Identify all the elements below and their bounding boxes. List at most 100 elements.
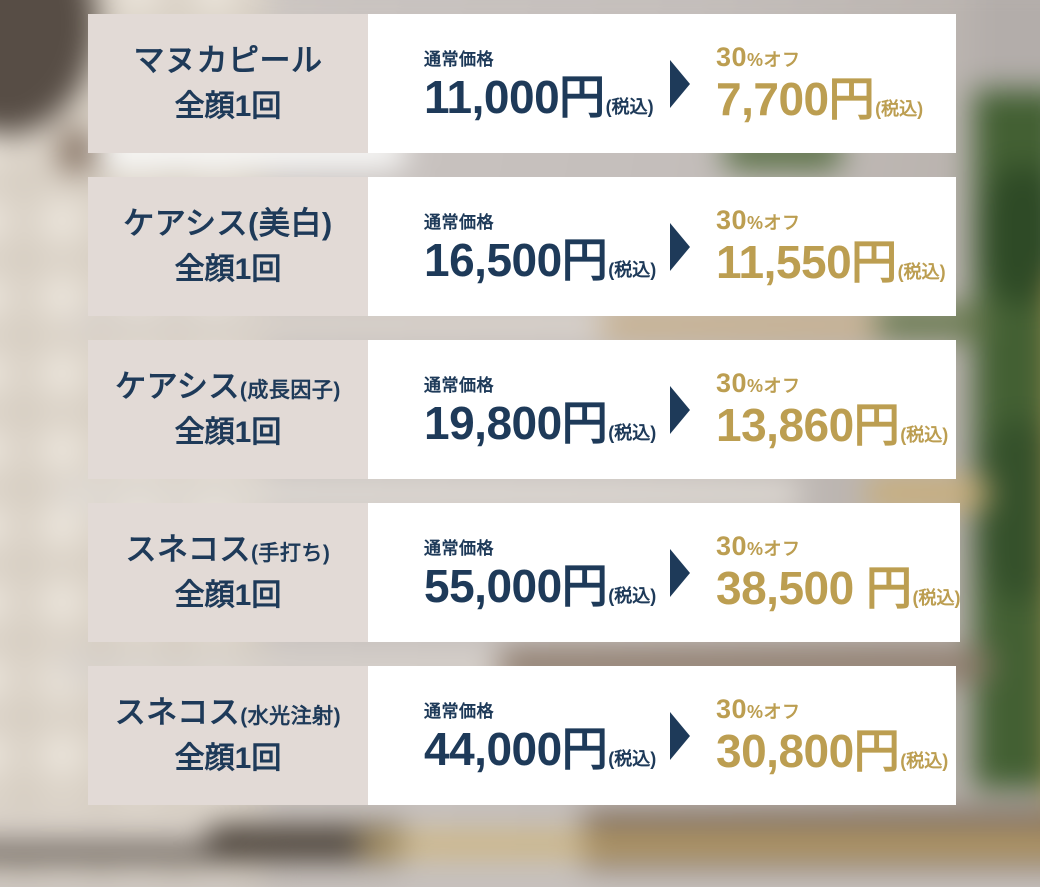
counter-gold-trim bbox=[361, 835, 1040, 853]
sale-price: 11,550円(税込) bbox=[716, 238, 946, 286]
discount-price-block: 30%オフ 38,500 円(税込) bbox=[716, 530, 960, 612]
treatment-unit: 全顔1回 bbox=[174, 89, 282, 123]
treatment-name-main: ケアシス(美白) bbox=[123, 206, 333, 242]
sale-price-value: 13,860円 bbox=[716, 398, 900, 451]
discount-rate-suffix: %オフ bbox=[747, 212, 801, 233]
regular-price-block: 通常価格 16,500円(税込) bbox=[424, 208, 656, 284]
regular-price: 19,800円(税込) bbox=[424, 399, 656, 447]
tax-note: (税込) bbox=[897, 261, 946, 282]
treatment-name: スネコス(手打ち) bbox=[126, 530, 331, 570]
regular-price: 44,000円(税込) bbox=[424, 725, 656, 773]
tax-note: (税込) bbox=[608, 260, 657, 281]
treatment-label: マヌカピール 全顔1回 bbox=[88, 14, 368, 153]
regular-price-block: 通常価格 19,800円(税込) bbox=[424, 371, 656, 447]
sale-price-value: 30,800円 bbox=[716, 724, 900, 777]
discount-rate-value: 30 bbox=[716, 530, 748, 561]
regular-price-value: 11,000円 bbox=[424, 71, 605, 124]
price-row: ケアシス(成長因子) 全顔1回 通常価格 19,800円(税込) 30%オフ 1… bbox=[88, 340, 956, 479]
discount-rate-value: 30 bbox=[716, 693, 748, 724]
regular-price: 16,500円(税込) bbox=[424, 236, 656, 284]
sale-price: 13,860円(税込) bbox=[716, 401, 948, 449]
regular-price-value: 19,800円 bbox=[424, 397, 608, 450]
treatment-unit: 全顔1回 bbox=[174, 578, 282, 612]
treatment-name-main: マヌカピール bbox=[133, 43, 323, 79]
price-table: マヌカピール 全顔1回 通常価格 11,000円(税込) 30%オフ 7,700… bbox=[88, 14, 961, 829]
sale-price: 30,800円(税込) bbox=[716, 727, 948, 775]
plant-wall-shade bbox=[984, 165, 1040, 304]
tax-note: (税込) bbox=[608, 586, 657, 607]
regular-price-block: 通常価格 11,000円(税込) bbox=[424, 45, 656, 121]
sale-price-value: 38,500 円 bbox=[716, 561, 912, 614]
discount-rate-value: 30 bbox=[716, 367, 748, 398]
regular-price: 55,000円(税込) bbox=[424, 562, 656, 610]
counter-shadow bbox=[0, 846, 224, 862]
price-panel: 通常価格 16,500円(税込) 30%オフ 11,550円(税込) bbox=[368, 177, 956, 316]
treatment-label: スネコス(水光注射) 全顔1回 bbox=[88, 666, 368, 805]
treatment-name-main: ケアシス bbox=[115, 369, 240, 405]
tax-note: (税込) bbox=[900, 750, 949, 771]
tax-note: (税込) bbox=[912, 587, 961, 608]
regular-price-label: 通常価格 bbox=[424, 376, 494, 396]
treatment-name-note: (水光注射) bbox=[240, 705, 342, 729]
treatment-name-note: (成長因子) bbox=[239, 379, 341, 403]
regular-price-value: 44,000円 bbox=[424, 723, 608, 776]
treatment-name-main: スネコス bbox=[114, 695, 241, 731]
sale-price: 38,500 円(税込) bbox=[716, 564, 960, 612]
discount-rate-suffix: %オフ bbox=[747, 375, 801, 396]
arrow-right-icon bbox=[670, 548, 690, 597]
treatment-unit: 全顔1回 bbox=[174, 741, 282, 775]
treatment-unit: 全顔1回 bbox=[174, 252, 282, 286]
treatment-label: スネコス(手打ち) 全顔1回 bbox=[88, 503, 368, 642]
treatment-name: ケアシス(美白) bbox=[123, 204, 332, 244]
price-panel: 通常価格 55,000円(税込) 30%オフ 38,500 円(税込) bbox=[368, 503, 961, 642]
regular-price-value: 16,500円 bbox=[424, 234, 608, 287]
discount-rate: 30%オフ bbox=[716, 367, 948, 398]
tax-note: (税込) bbox=[608, 423, 657, 444]
discount-rate-suffix: %オフ bbox=[747, 538, 801, 559]
treatment-label: ケアシス(美白) 全顔1回 bbox=[88, 177, 368, 316]
price-panel: 通常価格 11,000円(税込) 30%オフ 7,700円(税込) bbox=[368, 14, 956, 153]
discount-price-block: 30%オフ 11,550円(税込) bbox=[716, 204, 946, 286]
price-row: ケアシス(美白) 全顔1回 通常価格 16,500円(税込) 30%オフ 11,… bbox=[88, 177, 956, 316]
regular-price-block: 通常価格 55,000円(税込) bbox=[424, 534, 656, 610]
treatment-name: ケアシス(成長因子) bbox=[115, 367, 341, 407]
price-row: スネコス(手打ち) 全顔1回 通常価格 55,000円(税込) 30%オフ 38… bbox=[88, 503, 961, 642]
discount-rate: 30%オフ bbox=[716, 204, 946, 235]
sale-price: 7,700円(税込) bbox=[716, 75, 923, 123]
regular-price-value: 55,000円 bbox=[424, 560, 608, 613]
discount-price-block: 30%オフ 7,700円(税込) bbox=[716, 41, 923, 123]
arrow-right-icon bbox=[670, 222, 690, 271]
discount-rate-value: 30 bbox=[716, 204, 748, 235]
discount-price-block: 30%オフ 13,860円(税込) bbox=[716, 367, 948, 449]
tax-note: (税込) bbox=[608, 749, 657, 770]
price-panel: 通常価格 44,000円(税込) 30%オフ 30,800円(税込) bbox=[368, 666, 956, 805]
arrow-right-icon bbox=[670, 711, 690, 760]
arrow-right-icon bbox=[670, 385, 690, 434]
treatment-name: マヌカピール bbox=[134, 41, 323, 81]
treatment-label: ケアシス(成長因子) 全顔1回 bbox=[88, 340, 368, 479]
price-row: マヌカピール 全顔1回 通常価格 11,000円(税込) 30%オフ 7,700… bbox=[88, 14, 956, 153]
tax-note: (税込) bbox=[875, 98, 924, 119]
discount-rate-value: 30 bbox=[716, 41, 748, 72]
tax-note: (税込) bbox=[605, 97, 654, 118]
discount-price-block: 30%オフ 30,800円(税込) bbox=[716, 693, 948, 775]
regular-price-label: 通常価格 bbox=[424, 213, 494, 233]
treatment-name-note: (手打ち) bbox=[250, 542, 331, 566]
plant-wall-shade bbox=[977, 420, 1040, 601]
discount-rate: 30%オフ bbox=[716, 530, 960, 561]
tax-note: (税込) bbox=[900, 424, 949, 445]
regular-price-block: 通常価格 44,000円(税込) bbox=[424, 697, 656, 773]
treatment-name-main: スネコス bbox=[125, 532, 251, 568]
regular-price-label: 通常価格 bbox=[424, 539, 494, 559]
regular-price-label: 通常価格 bbox=[424, 702, 494, 722]
treatment-name: スネコス(水光注射) bbox=[115, 693, 341, 733]
treatment-unit: 全顔1回 bbox=[174, 415, 282, 449]
arrow-right-icon bbox=[670, 59, 690, 108]
sale-price-value: 11,550円 bbox=[716, 235, 897, 288]
regular-price-label: 通常価格 bbox=[424, 50, 494, 70]
discount-rate: 30%オフ bbox=[716, 41, 923, 72]
sale-price-value: 7,700円 bbox=[716, 72, 875, 125]
regular-price: 11,000円(税込) bbox=[424, 73, 656, 121]
price-panel: 通常価格 19,800円(税込) 30%オフ 13,860円(税込) bbox=[368, 340, 956, 479]
